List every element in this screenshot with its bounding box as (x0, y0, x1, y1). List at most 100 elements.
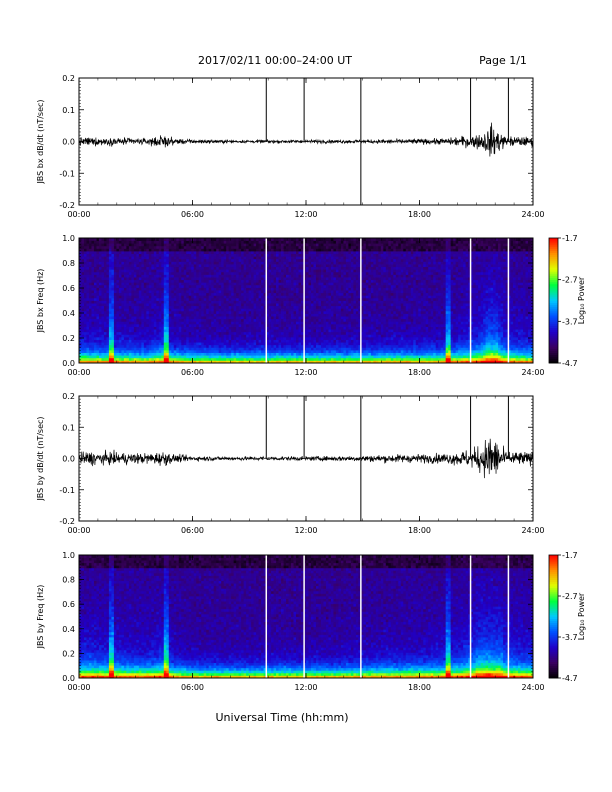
spectrogram-cell (121, 345, 124, 348)
spectrogram-cell (121, 285, 124, 288)
spectrogram-cell (119, 306, 122, 309)
spectrogram-cell (91, 241, 94, 244)
spectrogram-cell (104, 290, 107, 293)
spectrogram-cell (313, 342, 316, 345)
spectrogram-cell (284, 334, 287, 337)
spectrogram-cell (239, 329, 242, 332)
spectrogram-cell (286, 342, 289, 345)
spectrogram-cell (251, 301, 254, 304)
spectrogram-cell (149, 329, 152, 332)
spectrogram-cell (308, 337, 311, 340)
spectrogram-cell (101, 332, 104, 335)
spectrogram-cell (308, 316, 311, 319)
spectrogram-cell (156, 303, 159, 306)
spectrogram-cell (311, 285, 314, 288)
spectrogram-cell (121, 241, 124, 244)
spectrogram-cell (129, 337, 132, 340)
spectrogram-cell (151, 324, 154, 327)
spectrogram-cell (229, 295, 232, 298)
spectrogram-cell (136, 316, 139, 319)
spectrogram-cell (116, 350, 119, 353)
spectrogram-cell (323, 259, 326, 262)
spectrogram-cell (119, 290, 122, 293)
spectrogram-cell (81, 316, 84, 319)
spectrogram-cell (144, 316, 147, 319)
spectrogram-cell (306, 241, 309, 244)
spectrogram-cell (154, 355, 157, 358)
spectrogram-cell (139, 277, 142, 280)
spectrogram-cell (169, 314, 172, 317)
spectrogram-cell (249, 261, 252, 264)
spectrogram-cell (241, 264, 244, 267)
spectrogram-cell (328, 347, 331, 350)
spectrogram-cell (159, 316, 162, 319)
spectrogram-cell (86, 301, 89, 304)
spectrogram-cell (214, 298, 217, 301)
spectrogram-cell (279, 298, 282, 301)
spectrogram-cell (134, 321, 137, 324)
spectrogram-cell (284, 287, 287, 290)
spectrogram-cell (119, 261, 122, 264)
spectrogram-cell (106, 329, 109, 332)
spectrogram-cell (126, 290, 129, 293)
spectrogram-cell (196, 272, 199, 275)
spectrogram-cell (179, 319, 182, 322)
spectrogram-cell (141, 248, 144, 251)
spectrogram-cell (291, 254, 294, 257)
spectrogram-cell (171, 285, 174, 288)
spectrogram-cell (199, 327, 202, 330)
spectrogram-cell (124, 248, 127, 251)
spectrogram-cell (196, 251, 199, 254)
spectrogram-cell (241, 267, 244, 270)
spectrogram-cell (189, 303, 192, 306)
spectrogram-cell (124, 290, 127, 293)
spectrogram-cell (106, 301, 109, 304)
spectrogram-cell (104, 287, 107, 290)
spectrogram-cell (186, 342, 189, 345)
spectrogram-cell (199, 301, 202, 304)
spectrogram-cell (214, 337, 217, 340)
spectrogram-cell (313, 298, 316, 301)
spectrogram-cell (149, 308, 152, 311)
spectrogram-cell (224, 274, 227, 277)
spectrogram-cell (174, 358, 177, 361)
spectrogram-cell (181, 246, 184, 249)
spectrogram-cell (146, 274, 149, 277)
spectrogram-cell (276, 345, 279, 348)
spectrogram-cell (209, 342, 212, 345)
spectrogram-cell (114, 243, 117, 246)
spectrogram-cell (164, 314, 167, 317)
spectrogram-cell (154, 295, 157, 298)
spectrogram-cell (141, 306, 144, 309)
spectrogram-cell (124, 337, 127, 340)
spectrogram-cell (131, 321, 134, 324)
spectrogram-cell (274, 287, 277, 290)
spectrogram-cell (241, 248, 244, 251)
spectrogram-cell (164, 303, 167, 306)
spectrogram-cell (111, 334, 114, 337)
spectrogram-cell (86, 308, 89, 311)
spectrogram-cell (251, 327, 254, 330)
spectrogram-cell (323, 241, 326, 244)
spectrogram-cell (261, 272, 264, 275)
spectrogram-cell (256, 306, 259, 309)
spectrogram-cell (126, 306, 129, 309)
spectrogram-cell (294, 287, 297, 290)
spectrogram-cell (164, 319, 167, 322)
spectrogram-cell (104, 293, 107, 296)
spectrogram-cell (199, 324, 202, 327)
spectrogram-cell (286, 353, 289, 356)
spectrogram-cell (306, 251, 309, 254)
spectrogram-cell (91, 324, 94, 327)
spectrogram-cell (136, 329, 139, 332)
spectrogram-cell (186, 293, 189, 296)
spectrogram-cell (86, 251, 89, 254)
spectrogram-cell (276, 287, 279, 290)
spectrogram-cell (176, 280, 179, 283)
spectrogram-cell (276, 329, 279, 332)
spectrogram-cell (241, 306, 244, 309)
spectrogram-cell (231, 358, 234, 361)
spectrogram-cell (294, 241, 297, 244)
spectrogram-cell (106, 337, 109, 340)
spectrogram-cell (224, 287, 227, 290)
